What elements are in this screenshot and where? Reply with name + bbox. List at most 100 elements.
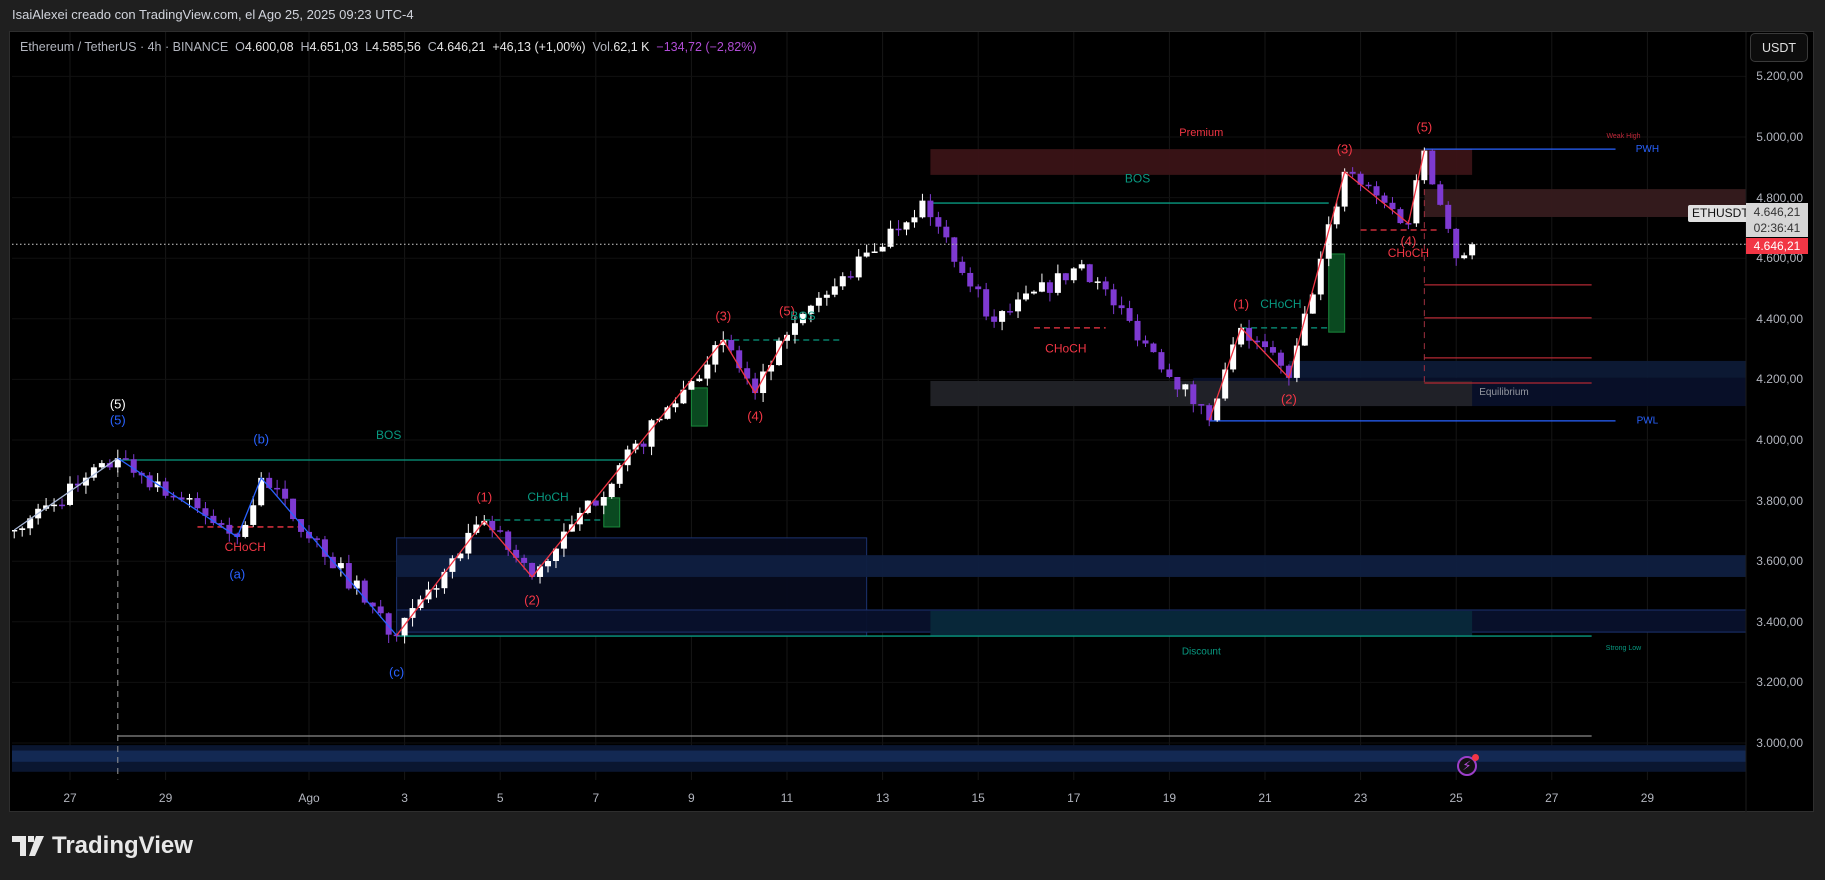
candle [1341, 168, 1348, 212]
date-tick-label: 23 [1353, 791, 1368, 805]
candle [1038, 273, 1045, 293]
candle [162, 477, 169, 499]
symbol-title[interactable]: Ethereum / TetherUS · 4h · BINANCE [20, 40, 229, 54]
candle [449, 555, 456, 579]
candle [959, 256, 966, 276]
candle-body [807, 305, 814, 314]
candle [576, 507, 583, 531]
candle-body [1046, 282, 1053, 293]
chart-label: CHoCH [1045, 341, 1086, 355]
candle-body [823, 294, 830, 298]
candle-body [600, 497, 607, 506]
candle [59, 498, 66, 510]
candle-body [1054, 273, 1061, 293]
candle [321, 535, 328, 565]
lightning-icon[interactable]: ⚡︎ [1457, 756, 1477, 776]
candle [361, 578, 368, 605]
candle [839, 272, 846, 290]
candle [815, 292, 822, 313]
chart-label: PWH [1636, 144, 1659, 155]
demand-zone-upper [1288, 360, 1746, 378]
candle-body [178, 497, 185, 500]
wave-zigzag [1208, 150, 1425, 421]
candle-body [1413, 180, 1420, 224]
candle-body [959, 261, 966, 273]
candle-body [768, 365, 775, 372]
candle [19, 526, 26, 537]
logo-text: TradingView [52, 832, 193, 859]
candle-body [306, 531, 312, 539]
candle [1254, 336, 1261, 350]
candle-body [680, 389, 687, 404]
date-tick-label: Ago [298, 791, 320, 805]
candle-body [202, 508, 209, 516]
candle [863, 244, 870, 258]
candle [728, 334, 735, 354]
candle-body [688, 381, 695, 390]
candle-body [409, 608, 416, 618]
volume-label: Vol. [592, 40, 614, 54]
candle [51, 498, 58, 512]
candle [991, 309, 998, 328]
low-value: 4.585,56 [372, 40, 421, 54]
candle [90, 463, 97, 481]
date-tick-label: 19 [1162, 791, 1177, 805]
candle [600, 491, 607, 515]
candle-body [1445, 204, 1452, 229]
low-label: L [365, 40, 373, 54]
candle [831, 278, 838, 298]
candle [1413, 174, 1420, 227]
candle-body [114, 458, 121, 468]
candle-body [122, 458, 129, 460]
candle [457, 551, 464, 562]
equilibrium-zone [930, 380, 1473, 407]
candle-body [967, 272, 974, 287]
candle-body [1246, 327, 1253, 341]
candle-body [1238, 327, 1245, 345]
candle [43, 498, 50, 511]
last-price-box: 4.646,21 02:36:41 [1746, 203, 1808, 237]
candle-body [282, 488, 289, 499]
candle [608, 482, 615, 499]
candle [1150, 342, 1157, 353]
candle [1190, 380, 1197, 413]
high-value: 4.651,03 [309, 40, 359, 54]
order-block-3 [1328, 253, 1346, 333]
date-tick-label: 25 [1449, 791, 1463, 805]
candle-body [1373, 186, 1380, 196]
candle-body [353, 580, 360, 589]
date-tick-label: 5 [496, 791, 504, 805]
candle-body [1110, 289, 1117, 306]
candle-body [1262, 341, 1268, 348]
chart-label: CHoCH [1260, 297, 1301, 311]
candle-body [855, 256, 862, 278]
candle-body [537, 566, 544, 577]
candle [98, 460, 105, 469]
chart-label: Premium [1179, 127, 1223, 139]
candle-body [592, 500, 599, 506]
close-label: C [427, 40, 437, 54]
candle-body [632, 443, 639, 450]
candle [1158, 348, 1165, 373]
candle [879, 243, 886, 252]
price-tick-label: 4.600,00 [1756, 251, 1803, 266]
candle-body [728, 340, 735, 351]
candle [999, 310, 1006, 331]
candle-body [385, 613, 392, 635]
price-tick-label: 5.000,00 [1756, 130, 1803, 144]
candle [242, 521, 249, 539]
currency-button[interactable]: USDT [1750, 33, 1808, 62]
tradingview-logo[interactable]: TradingView [12, 832, 193, 860]
candle-body [648, 420, 655, 447]
candle-body [1190, 384, 1197, 405]
candle [1437, 180, 1444, 206]
candle-body [895, 228, 902, 231]
open-value: 4.600,08 [244, 40, 294, 54]
chart-attribution: IsaiAlexei creado con TradingView.com, e… [12, 7, 414, 22]
chart-label: (2) [1281, 391, 1297, 406]
close-value: 4.646,21 [436, 40, 486, 54]
candle-body [704, 364, 711, 379]
candle [106, 459, 113, 471]
